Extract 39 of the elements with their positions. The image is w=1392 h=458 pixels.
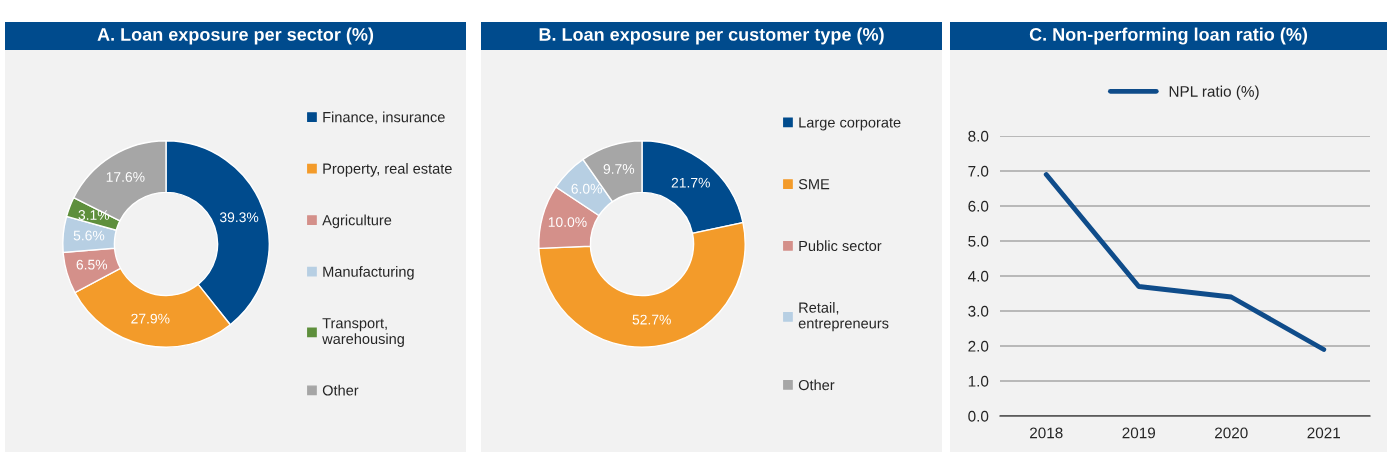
data-label: 9.7% <box>603 164 635 174</box>
data-label: 6.5% <box>76 259 108 270</box>
data-label: 17.6% <box>106 172 145 182</box>
y-tick-label: 0.0 <box>968 410 989 422</box>
y-tick-label: 5.0 <box>968 235 989 247</box>
legend-label: Retail, entrepreneurs <box>798 302 889 332</box>
y-tick-label: 3.0 <box>968 305 989 317</box>
legend-label: Transport, warehousing <box>322 318 404 347</box>
line-series <box>1043 172 1327 352</box>
legend-label: Other <box>798 379 835 391</box>
y-tick-label: 2.0 <box>968 340 989 352</box>
data-label: 5.6% <box>73 230 105 241</box>
legend-label: NPL ratio (%) <box>1169 85 1259 100</box>
legend-label: Property, real estate <box>323 163 452 177</box>
chart-title: C. Non-performing loan ratio (%) <box>1029 27 1308 45</box>
y-tick-label: 8.0 <box>968 130 989 142</box>
y-tick-label: 6.0 <box>968 200 989 212</box>
x-tick-label: 2019 <box>1122 427 1156 439</box>
legend-label: Large corporate <box>799 117 901 131</box>
data-label: 39.3% <box>219 212 259 223</box>
data-label: 21.7% <box>671 177 710 188</box>
x-tick-label: 2021 <box>1307 427 1340 439</box>
y-tick-label: 4.0 <box>968 270 989 282</box>
data-label: 52.7% <box>632 314 671 325</box>
legend-label: Public sector <box>799 240 882 252</box>
data-label: 6.0% <box>571 183 602 194</box>
legend-label: Manufacturing <box>323 266 414 280</box>
data-label: 27.9% <box>131 313 170 324</box>
legend-label: Agriculture <box>322 214 392 229</box>
legend-label: SME <box>798 179 830 190</box>
legend-label: Other <box>322 384 359 396</box>
chart-title: B. Loan exposure per customer type (%) <box>539 27 884 45</box>
data-label: 10.0% <box>548 217 587 227</box>
x-tick-label: 2018 <box>1030 427 1063 439</box>
x-tick-label: 2020 <box>1215 427 1248 439</box>
chart-title: A. Loan exposure per sector (%) <box>97 27 374 45</box>
y-tick-label: 1.0 <box>968 375 989 387</box>
y-tick-label: 7.0 <box>968 165 989 177</box>
legend-label: Finance, insurance <box>323 111 445 125</box>
